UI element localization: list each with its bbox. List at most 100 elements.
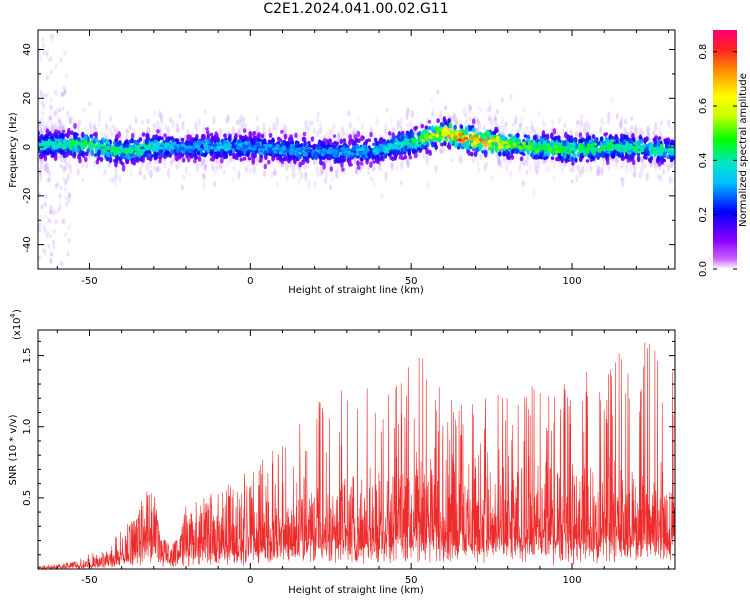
spectrogram-cell: [537, 141, 541, 147]
spectrogram-ridge-cell: [57, 141, 62, 146]
spectrogram-cell: [242, 128, 247, 134]
spectrogram-halo-cell: [49, 98, 53, 104]
spectrogram-ridge-cell: [338, 151, 343, 156]
spectrogram-halo-cell: [534, 159, 538, 170]
spectrogram-halo-cell: [103, 168, 107, 174]
spectrogram-halo-cell: [231, 176, 235, 183]
spectrogram-halo-cell: [371, 167, 375, 172]
spectrogram-halo-cell: [187, 172, 192, 177]
spectrogram-x-tick-label: -50: [81, 276, 97, 287]
spectrogram-halo-cell: [600, 166, 604, 177]
spectrogram-cell: [206, 133, 211, 139]
spectrogram-halo-cell: [244, 167, 248, 173]
spectrogram-ridge-cell: [617, 148, 621, 152]
spectrogram-cell: [631, 158, 636, 166]
spectrogram-halo-cell: [105, 122, 109, 131]
spectrogram-cell: [523, 134, 528, 138]
spectrogram-halo-cell: [406, 159, 410, 169]
spectrogram-cell: [578, 132, 583, 138]
spectrogram-halo-cell: [313, 180, 317, 190]
spectrogram-cell: [67, 130, 71, 137]
spectrogram-cell: [205, 127, 209, 131]
spectrogram-cell: [160, 141, 165, 146]
spectrogram-halo-cell: [62, 92, 66, 98]
spectrogram-halo-cell: [97, 162, 101, 170]
spectrogram-cell: [433, 141, 438, 148]
spectrogram-cell: [298, 161, 303, 168]
spectrogram-halo-cell: [58, 194, 61, 200]
spectrogram-ridge-cell: [578, 149, 583, 153]
spectrogram-cell: [90, 149, 94, 157]
spectrogram-halo-cell: [39, 92, 43, 98]
spectrogram-ridge-cell: [169, 144, 174, 148]
spectrogram-halo-cell: [81, 161, 85, 170]
spectrogram-halo-cell: [195, 161, 199, 166]
spectrogram-halo-cell: [55, 218, 59, 224]
spectrogram-cell: [76, 148, 81, 152]
spectrogram-cell: [587, 153, 592, 159]
spectrogram-halo-cell: [202, 123, 206, 134]
spectrogram-halo-cell: [537, 110, 541, 118]
spectrogram-ridge-cell: [446, 135, 451, 139]
spectrogram-cell: [174, 155, 179, 161]
spectrogram-halo-cell: [146, 118, 150, 124]
spectrogram-ridge-cell: [83, 144, 87, 148]
spectrogram-halo-cell: [191, 132, 195, 138]
spectrogram-cell: [108, 156, 113, 163]
spectrogram-y-tick-label: -40: [22, 236, 33, 252]
spectrogram-ridge-cell: [248, 146, 253, 150]
spectrogram-cell: [45, 128, 50, 135]
spectrogram-halo-cell: [84, 127, 88, 132]
spectrogram-cell: [169, 136, 173, 140]
spectrogram-ridge-cell: [527, 146, 532, 150]
spectrogram-halo-cell: [468, 116, 472, 122]
spectrogram-ridge-cell: [218, 145, 223, 149]
spectrogram-halo-cell: [541, 159, 545, 165]
spectrogram-halo-cell: [385, 128, 389, 138]
spectrogram-halo-cell: [39, 214, 43, 220]
spectrogram-cell: [454, 130, 459, 136]
spectrogram-halo-cell: [389, 117, 393, 125]
spectrogram-halo-cell: [520, 179, 525, 187]
spectrogram-ridge-cell: [70, 140, 75, 145]
spectrogram-ridge-cell: [247, 142, 252, 146]
spectrogram-cell: [511, 148, 515, 154]
spectrogram-cell: [257, 132, 261, 138]
spectrogram-cell: [624, 152, 629, 157]
spectrogram-ridge-cell: [350, 152, 355, 156]
spectrogram-cell: [250, 138, 254, 142]
spectrogram-cell: [85, 151, 89, 157]
spectrogram-cell: [348, 134, 353, 141]
spectrogram-ridge-cell: [591, 149, 596, 154]
spectrogram-halo-cell: [158, 125, 162, 132]
spectrogram-halo-cell: [38, 223, 41, 229]
spectrogram-cell: [267, 139, 272, 144]
spectrogram-cell: [322, 162, 327, 170]
spectrogram-halo-cell: [49, 233, 52, 239]
spectrogram-halo-cell: [47, 57, 51, 63]
spectrogram-halo-cell: [398, 120, 402, 129]
spectrogram-ridge-cell: [88, 144, 92, 148]
spectrogram-cell: [391, 132, 396, 138]
spectrogram-halo-cell: [246, 160, 250, 171]
spectrogram-halo-cell: [218, 164, 222, 170]
spectrogram-ridge-cell: [420, 132, 425, 137]
spectrogram-halo-cell: [59, 164, 63, 170]
spectrogram-halo-cell: [530, 126, 534, 134]
spectrogram-halo-cell: [68, 119, 72, 125]
snr-scale-factor: (x10 4 ): [9, 309, 23, 340]
spectrogram-halo-cell: [323, 177, 328, 185]
spectrogram-ridge-cell: [458, 133, 463, 137]
spectrogram-halo-cell: [337, 130, 341, 140]
spectrogram-ridge-cell: [482, 140, 487, 145]
spectrogram-cell: [132, 159, 137, 166]
spectrogram-halo-cell: [531, 125, 535, 132]
spectrogram-halo-cell: [289, 162, 293, 169]
spectrogram-ridge-cell: [396, 142, 401, 146]
spectrogram-cell: [332, 134, 337, 138]
spectrogram-cell: [210, 136, 215, 141]
spectrogram-ridge-cell: [550, 150, 555, 155]
spectrogram-halo-cell: [41, 37, 45, 43]
spectrogram-ridge-cell: [138, 148, 142, 153]
spectrogram-cell: [323, 143, 327, 150]
